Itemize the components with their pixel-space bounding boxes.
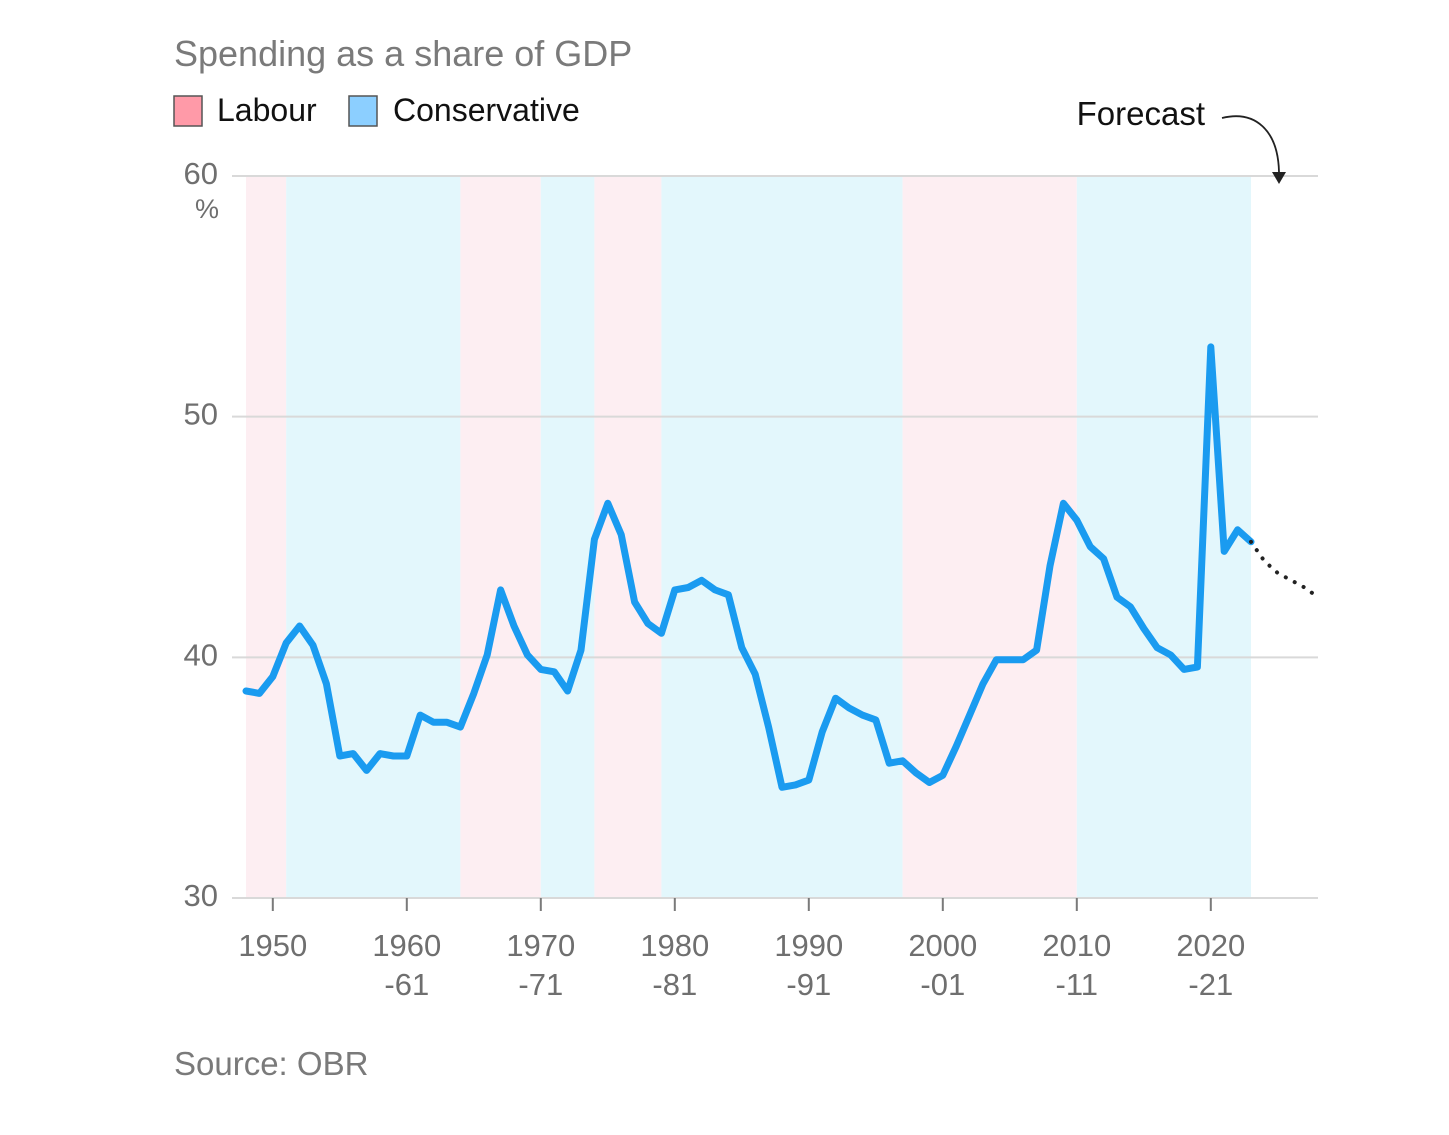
party-band-conservative-1 (286, 176, 461, 898)
x-tick-sublabel-1980: -81 (652, 967, 697, 1002)
y-tick-label-50: 50 (184, 397, 218, 432)
x-tick-label-1980: 1980 (640, 928, 709, 963)
party-band-conservative-3 (540, 176, 595, 898)
x-tick-sublabel-1970: -71 (518, 967, 563, 1002)
x-tick-label-1990: 1990 (774, 928, 843, 963)
x-tick-sublabel-2000: -01 (920, 967, 965, 1002)
y-tick-label-30: 30 (184, 878, 218, 913)
y-axis-ticks: 30 40 50 60 (184, 156, 218, 913)
legend-label-conservative: Conservative (393, 92, 580, 128)
forecast-arrow (1221, 115, 1280, 173)
party-band-labour-2 (460, 176, 541, 898)
gridlines (232, 175, 1318, 899)
legend-label-labour: Labour (217, 92, 317, 128)
x-tick-sublabel-1990: -91 (786, 967, 831, 1002)
legend-swatch-conservative (348, 95, 378, 127)
x-tick-label-1950: 1950 (238, 928, 307, 963)
y-unit-label: % (195, 194, 219, 224)
series-line-spending (242, 343, 1255, 791)
x-tick-label-2020: 2020 (1176, 928, 1245, 963)
x-tick-sublabel-2010: -11 (1056, 967, 1099, 1002)
source-note: Source: OBR (174, 1045, 368, 1082)
y-tick-label-40: 40 (184, 637, 218, 672)
x-tick-label-2000: 2000 (908, 928, 977, 963)
x-tick-label-1970: 1970 (506, 928, 575, 963)
party-band-labour-4 (594, 176, 662, 898)
x-tick-sublabel-2020: -21 (1188, 967, 1233, 1002)
legend: Labour Conservative (173, 92, 580, 128)
x-tick-label-2010: 2010 (1042, 928, 1111, 963)
x-tick-label-1960: 1960 (372, 928, 441, 963)
x-tick-sublabel-1960: -61 (384, 967, 429, 1002)
y-tick-label-60: 60 (184, 156, 218, 191)
party-bands (246, 176, 1251, 898)
legend-swatch-labour (173, 95, 203, 127)
forecast-arrowhead-icon (1272, 172, 1286, 184)
series-line-forecast (1249, 539, 1320, 600)
x-axis: 1950 1960 -61 1970 -71 1980 -81 1990 -91 2000 -01 2… (238, 898, 1245, 1002)
party-band-labour-6 (902, 176, 1077, 898)
chart-title: Spending as a share of GDP (174, 33, 632, 74)
forecast-annotation: Forecast (1077, 95, 1205, 132)
party-band-labour-0 (246, 176, 287, 898)
